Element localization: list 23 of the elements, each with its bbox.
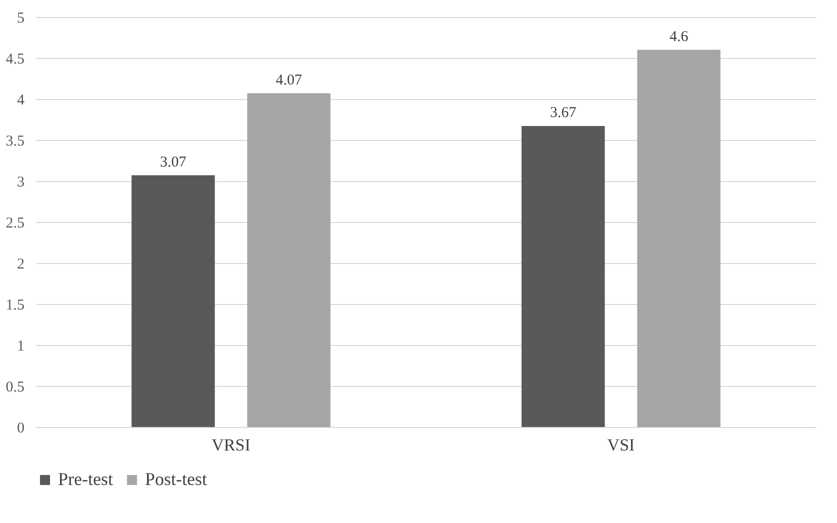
- y-tick-label: 0.5: [6, 380, 24, 396]
- data-label: 3.07: [160, 154, 187, 170]
- x-tick-label: VSI: [607, 436, 636, 454]
- y-tick-label: 3: [17, 174, 24, 190]
- y-tick-label: 5: [17, 10, 24, 26]
- y-tick-label: 4: [17, 92, 25, 108]
- x-tick-label: VRSI: [212, 436, 251, 454]
- y-tick-label: 0: [17, 420, 24, 436]
- data-label: 4.07: [276, 72, 302, 88]
- legend-label: Pre-test: [58, 469, 113, 489]
- y-tick-label: 3.5: [6, 134, 24, 150]
- y-tick-label: 1.5: [6, 298, 24, 314]
- bar: [522, 126, 605, 427]
- legend-label: Post-test: [145, 469, 208, 489]
- y-tick-label: 2: [17, 256, 24, 272]
- y-tick-label: 4.5: [6, 52, 24, 68]
- bar: [637, 50, 720, 427]
- bar: [247, 93, 330, 427]
- data-label: 3.67: [550, 105, 577, 122]
- data-label: 4.6: [669, 28, 689, 45]
- bar: [132, 175, 215, 427]
- y-tick-label: 1: [17, 338, 24, 354]
- y-tick-label: 2.5: [6, 216, 24, 232]
